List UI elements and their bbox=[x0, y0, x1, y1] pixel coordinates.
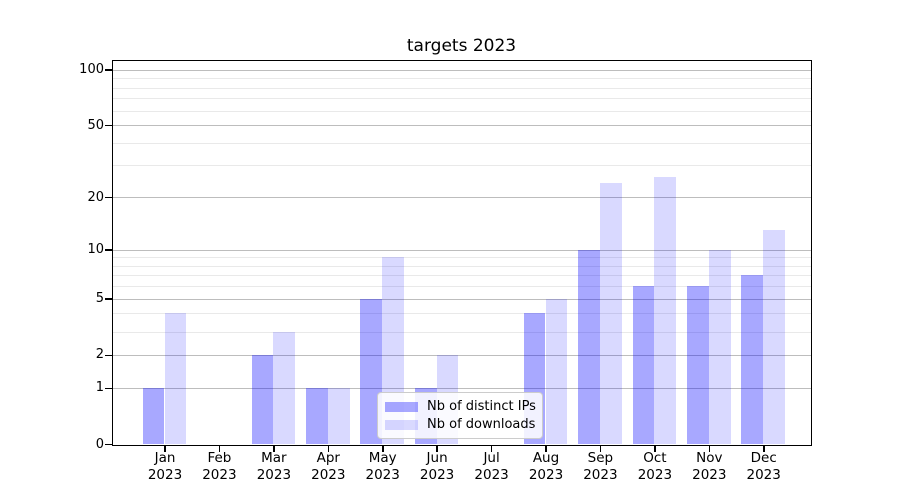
major-gridline-50 bbox=[112, 125, 811, 126]
bar-downloads-dec bbox=[763, 229, 785, 444]
x-tick-year-sep: 2023 bbox=[583, 467, 618, 483]
x-tick-label-jan: Jan 2023 bbox=[120, 450, 210, 484]
legend-swatch-downloads bbox=[385, 420, 418, 430]
major-gridline-100 bbox=[112, 69, 811, 71]
minor-gridline-80 bbox=[112, 87, 811, 89]
minor-gridline-70 bbox=[112, 98, 811, 100]
major-gridline-5 bbox=[112, 298, 811, 300]
x-tick-year-apr: 2023 bbox=[311, 467, 346, 483]
x-tick-year-aug: 2023 bbox=[528, 467, 564, 483]
minor-gridline-3 bbox=[112, 331, 811, 333]
legend-label-distinct-ips: Nb of distinct IPs bbox=[427, 399, 536, 414]
minor-gridline-7 bbox=[112, 275, 811, 277]
x-tick-year-jan: 2023 bbox=[147, 467, 183, 483]
bar-downloads-jan bbox=[164, 313, 187, 444]
y-tick-mark-10 bbox=[105, 249, 112, 251]
y-tick-mark-50 bbox=[105, 124, 112, 127]
x-tick-mark-jun bbox=[436, 446, 438, 452]
major-gridline-10 bbox=[112, 249, 811, 251]
bar-downloads-nov bbox=[708, 249, 731, 444]
x-tick-label-oct: Oct 2023 bbox=[610, 450, 700, 484]
x-tick-label-apr: Apr 2023 bbox=[283, 450, 373, 484]
x-tick-year-jun: 2023 bbox=[419, 467, 455, 483]
plot-area bbox=[111, 59, 812, 446]
x-tick-mark-may bbox=[382, 446, 384, 452]
minor-gridline-9 bbox=[112, 257, 811, 259]
x-tick-mark-sep bbox=[599, 446, 602, 452]
x-tick-year-mar: 2023 bbox=[256, 467, 292, 483]
minor-gridline-4 bbox=[112, 313, 811, 315]
x-tick-mark-apr bbox=[327, 446, 329, 452]
x-tick-year-feb: 2023 bbox=[202, 467, 237, 483]
minor-gridline-60 bbox=[112, 110, 811, 112]
chart-title: targets 2023 bbox=[406, 36, 517, 56]
legend-swatch-distinct-ips bbox=[385, 402, 418, 412]
minor-gridline-8 bbox=[112, 265, 811, 267]
bar-distinct-ips-mar bbox=[251, 354, 274, 444]
bar-downloads-apr bbox=[327, 387, 350, 444]
y-tick-mark-5 bbox=[105, 298, 112, 300]
x-tick-mark-mar bbox=[273, 446, 275, 452]
minor-gridline-90 bbox=[112, 78, 811, 80]
bar-distinct-ips-sep bbox=[578, 249, 600, 444]
y-tick-mark-100 bbox=[105, 69, 112, 71]
x-tick-label-jul: Jul 2023 bbox=[447, 450, 537, 484]
y-tick-mark-1 bbox=[105, 387, 112, 389]
x-tick-mark-oct bbox=[654, 446, 656, 452]
bar-downloads-mar bbox=[273, 331, 296, 444]
y-tick-label-5: 5 bbox=[95, 291, 104, 307]
y-tick-label-1: 1 bbox=[95, 380, 104, 396]
bar-distinct-ips-oct bbox=[632, 286, 655, 444]
bar-distinct-ips-nov bbox=[687, 286, 709, 444]
x-tick-label-nov: Nov 2023 bbox=[664, 450, 754, 484]
bar-distinct-ips-apr bbox=[306, 387, 328, 444]
x-tick-mark-jul bbox=[490, 446, 493, 452]
x-tick-mark-feb bbox=[218, 446, 221, 452]
x-tick-label-sep: Sep 2023 bbox=[555, 450, 645, 484]
x-tick-mark-jan bbox=[164, 446, 166, 452]
bar-downloads-aug bbox=[545, 298, 568, 444]
minor-gridline-40 bbox=[112, 142, 811, 144]
y-tick-label-10: 10 bbox=[87, 242, 104, 257]
x-tick-year-jul: 2023 bbox=[474, 467, 509, 483]
major-gridline-2 bbox=[112, 354, 811, 356]
legend-item-distinct-ips: Nb of distinct IPs bbox=[385, 398, 542, 416]
x-tick-label-mar: Mar 2023 bbox=[229, 450, 319, 484]
x-tick-label-dec: Dec 2023 bbox=[719, 450, 809, 484]
legend-item-downloads: Nb of downloads bbox=[385, 416, 542, 434]
major-gridline-1 bbox=[112, 387, 811, 389]
x-tick-year-nov: 2023 bbox=[692, 467, 727, 483]
minor-gridline-30 bbox=[112, 165, 811, 167]
x-tick-mark-dec bbox=[763, 446, 765, 452]
x-tick-label-aug: Aug 2023 bbox=[501, 450, 591, 484]
x-tick-mark-nov bbox=[708, 446, 710, 452]
x-tick-label-feb: Feb 2023 bbox=[174, 450, 264, 484]
y-tick-label-0: 0 bbox=[95, 436, 104, 452]
y-tick-label-50: 50 bbox=[87, 117, 104, 133]
bar-distinct-ips-dec bbox=[741, 275, 764, 444]
x-tick-label-jun: Jun 2023 bbox=[392, 450, 482, 484]
y-tick-mark-0 bbox=[105, 443, 112, 446]
y-tick-mark-20 bbox=[105, 196, 112, 199]
bar-downloads-sep bbox=[599, 182, 622, 444]
y-tick-label-2: 2 bbox=[95, 347, 104, 363]
x-tick-label-may: May 2023 bbox=[338, 450, 428, 484]
bar-distinct-ips-may bbox=[360, 298, 383, 444]
bar-downloads-oct bbox=[654, 176, 677, 444]
y-tick-mark-2 bbox=[105, 354, 112, 357]
legend: Nb of distinct IPs Nb of downloads bbox=[377, 392, 543, 439]
bar-distinct-ips-jan bbox=[142, 387, 165, 444]
x-tick-year-may: 2023 bbox=[365, 467, 400, 483]
x-tick-mark-aug bbox=[545, 446, 547, 452]
minor-gridline-6 bbox=[112, 286, 811, 288]
x-tick-year-oct: 2023 bbox=[637, 467, 673, 483]
y-tick-label-100: 100 bbox=[79, 62, 104, 78]
legend-label-downloads: Nb of downloads bbox=[427, 417, 536, 432]
y-tick-label-20: 20 bbox=[87, 189, 104, 205]
major-gridline-20 bbox=[112, 197, 811, 198]
x-tick-year-dec: 2023 bbox=[746, 467, 781, 483]
